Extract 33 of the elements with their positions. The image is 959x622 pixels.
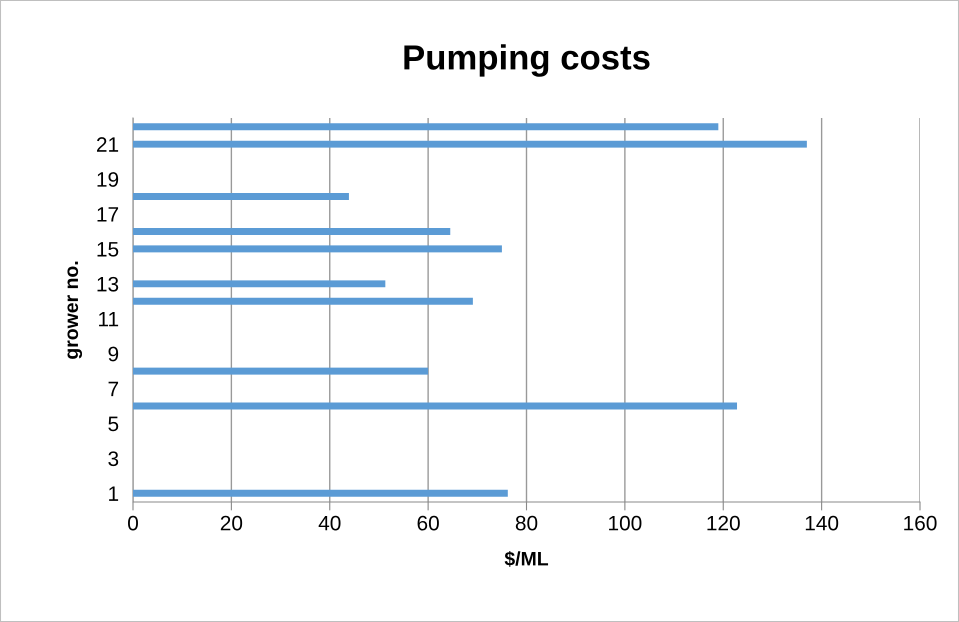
y-tick-label: 5 [108, 416, 118, 432]
y-axis-title: grower no. [67, 262, 82, 359]
y-tick-label: 3 [108, 451, 118, 466]
y-tick-label: 21 [96, 137, 118, 152]
bar [133, 245, 502, 252]
x-tick-label: 40 [318, 516, 341, 530]
bar [133, 298, 473, 305]
x-tick-label: 20 [220, 516, 242, 530]
bar [133, 123, 718, 130]
y-tick-label: 9 [108, 346, 118, 362]
y-tick-label: 11 [99, 312, 118, 326]
x-tick-label: 140 [806, 516, 838, 530]
bar [133, 402, 738, 410]
bar [133, 228, 450, 235]
x-tick-label: 60 [418, 516, 439, 530]
y-tick-label: 17 [98, 207, 118, 222]
x-tick-label: 120 [707, 516, 740, 530]
bar [133, 368, 428, 375]
bar [133, 280, 386, 288]
y-tick-label: 19 [98, 172, 118, 187]
chart-title: Pumping costs [404, 44, 650, 77]
x-tick-label: 100 [609, 516, 642, 530]
y-tick-label: 15 [98, 242, 118, 257]
x-axis-title: $/ML [504, 550, 548, 567]
y-tick-label: 13 [98, 276, 118, 292]
y-tick-label: 7 [108, 382, 118, 396]
y-tick-label: 1 [109, 486, 118, 501]
bar [133, 490, 508, 497]
bar [133, 140, 807, 148]
x-tick-label: 160 [904, 516, 937, 530]
x-tick-label: 80 [516, 516, 538, 530]
x-tick-label: 0 [128, 516, 138, 530]
bar [133, 193, 349, 200]
